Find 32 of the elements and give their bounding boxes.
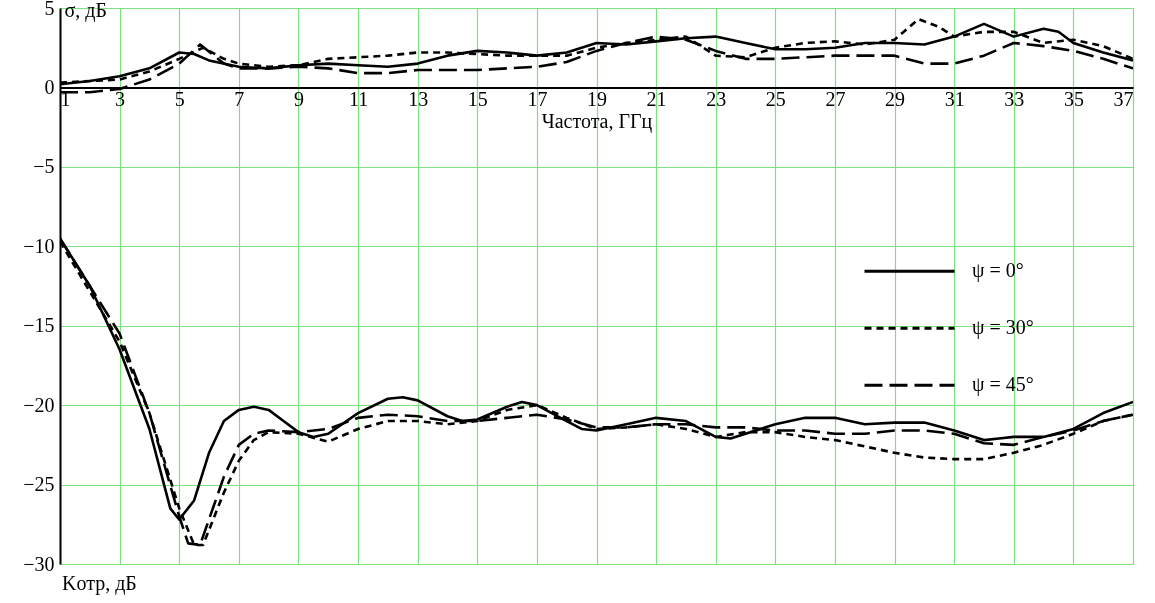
y-tick-label: −15 (23, 314, 55, 337)
x-tick-label: 17 (527, 87, 548, 110)
x-axis-title: Частота, ГГц (541, 109, 653, 133)
legend-label: ψ = 0° (972, 259, 1024, 283)
y-tick-label: −20 (23, 393, 55, 416)
x-tick-label: 27 (825, 87, 846, 110)
x-tick-label: 15 (467, 87, 488, 110)
legend-label: ψ = 45° (972, 373, 1034, 397)
x-tick-label: 11 (348, 87, 369, 110)
y-axis-title: σ, дБ (64, 0, 107, 22)
x-tick-label: 21 (646, 87, 667, 110)
x-tick-label: 33 (1004, 87, 1025, 110)
legend-label: ψ = 30° (972, 316, 1034, 340)
x-tick-label: 7 (234, 87, 245, 110)
y-tick-label: −30 (23, 552, 55, 575)
x-tick-label: 29 (885, 87, 906, 110)
x-tick-label: 9 (293, 87, 304, 110)
x-tick-label: 31 (944, 87, 965, 110)
x-tick-label: 13 (408, 87, 429, 110)
y-tick-label: −10 (23, 234, 55, 257)
y-tick-label: −5 (33, 155, 55, 178)
x-tick-label: 19 (587, 87, 607, 110)
y-tick-label: −25 (23, 473, 55, 496)
x-tick-label: 37 (1113, 87, 1134, 110)
x-tick-label: 23 (706, 87, 727, 110)
x-tick-label: 25 (765, 87, 786, 110)
x-tick-label: 3 (115, 87, 126, 110)
x-tick-label: 5 (174, 87, 185, 110)
text: Kотр, дБ (62, 572, 137, 595)
x-tick-label: 35 (1063, 87, 1084, 110)
y-tick-label: 0 (44, 75, 55, 98)
y-tick-label: 5 (44, 0, 55, 19)
